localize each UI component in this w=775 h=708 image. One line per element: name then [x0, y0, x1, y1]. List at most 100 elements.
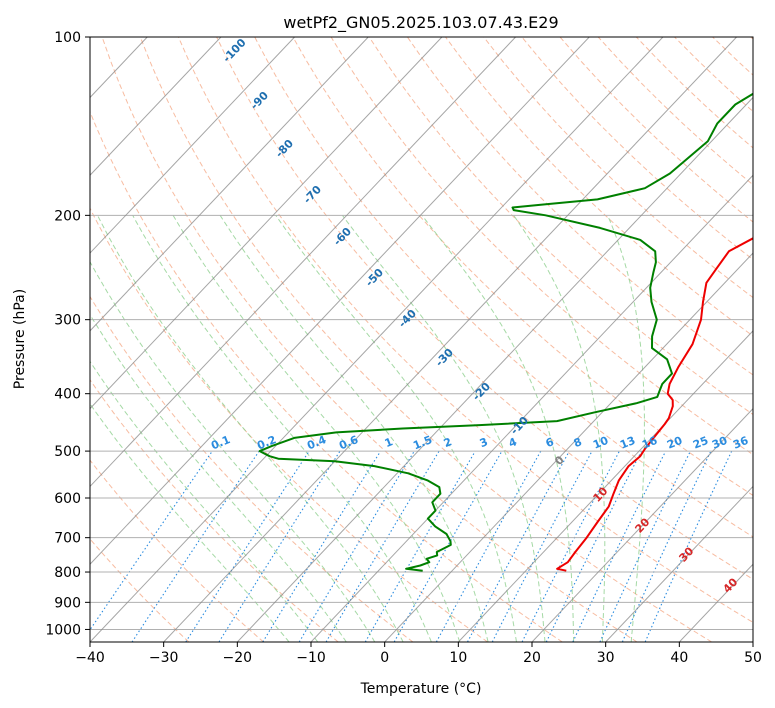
- isotherm-line: [310, 174, 753, 642]
- mixing-ratio-line: [467, 450, 570, 642]
- isotherm-label: -10: [508, 414, 531, 438]
- mixing-ratio-label: 8: [572, 435, 584, 450]
- mixing-ratio-line: [545, 450, 642, 642]
- x-axis: −40 −30 −20 −10 0 10 20 30 40 50: [75, 642, 762, 666]
- temperature-profile: [556, 237, 753, 572]
- x-tick-label: −40: [75, 650, 105, 666]
- dry-adiabat: [90, 207, 488, 642]
- mixing-ratio-line: [218, 450, 341, 642]
- x-tick-label: 0: [380, 650, 389, 666]
- mixing-ratio-label: 36: [731, 434, 750, 452]
- dry-adiabat: [101, 37, 638, 642]
- isotherm-label: -20: [470, 380, 493, 404]
- x-tick-label: −30: [149, 650, 179, 666]
- x-tick-label: 20: [523, 650, 541, 666]
- dry-adiabat: [559, 37, 753, 223]
- mixing-ratio-label: 0.6: [337, 433, 360, 452]
- x-tick-label: 50: [744, 650, 762, 666]
- moist-adiabat: [607, 215, 645, 642]
- mixing-ratio-label: 3: [478, 435, 490, 450]
- isotherm-line: [90, 37, 369, 332]
- mixing-ratio-line: [185, 450, 310, 642]
- isotherms: [90, 37, 753, 642]
- moist-adiabat: [132, 215, 432, 642]
- pressure-gridlines: [90, 37, 753, 630]
- isotherm-label: -30: [433, 346, 456, 370]
- mixing-ratio-line: [435, 450, 542, 642]
- mixing-ratio-label: 16: [640, 434, 659, 452]
- y-tick-label: 500: [54, 444, 81, 460]
- x-tick-label: −10: [296, 650, 326, 666]
- moist-adiabat: [90, 313, 347, 642]
- isotherm-label: 40: [720, 575, 740, 595]
- x-tick-label: 40: [670, 650, 688, 666]
- isotherm-label: 10: [590, 484, 610, 504]
- isotherm-line: [457, 330, 753, 642]
- y-axis: 1000 900 800 700 600 500 400 300 200 100: [45, 30, 90, 638]
- dry-adiabat: [216, 37, 753, 580]
- y-tick-label: 800: [54, 565, 81, 581]
- dry-adiabat: [712, 37, 753, 76]
- moist-adiabat: [421, 214, 575, 642]
- mixing-ratio-label: 10: [591, 434, 610, 452]
- mixing-ratio-label: 2: [442, 435, 454, 450]
- plot-frame: [89, 36, 754, 643]
- y-tick-label: 1000: [45, 622, 81, 638]
- mixing-ratio-label: 25: [691, 434, 710, 452]
- dry-adiabat: [521, 37, 753, 261]
- x-tick-label: −20: [223, 650, 253, 666]
- isotherm-line: [605, 485, 753, 642]
- mixing-ratio-label: 6: [544, 435, 556, 450]
- isotherm-label: -90: [248, 89, 271, 113]
- isotherm-line: [531, 407, 753, 642]
- isotherm-label: -40: [396, 307, 419, 331]
- dry-adiabat: [90, 295, 414, 642]
- mixing-ratio-label: 1.5: [411, 433, 434, 452]
- dry-adiabat: [368, 37, 753, 416]
- dry-adiabat: [292, 37, 753, 496]
- moist-adiabat: [275, 215, 517, 642]
- isotherm-line: [163, 37, 737, 642]
- isotherm-line: [90, 37, 664, 642]
- mixing-ratio-label: 1: [383, 435, 395, 450]
- mixing-ratio-label: 30: [710, 434, 729, 452]
- dry-adiabat: [406, 37, 753, 376]
- sounding-series: [258, 92, 753, 572]
- dry-adiabat: [90, 538, 190, 642]
- dry-adiabat: [445, 37, 753, 337]
- moist-adiabat: [90, 260, 376, 642]
- dry-adiabat: [139, 37, 712, 642]
- y-tick-label: 900: [54, 595, 81, 611]
- isotherm-label: -80: [273, 137, 296, 161]
- x-axis-title: Temperature (°C): [360, 681, 482, 697]
- y-tick-label: 700: [54, 531, 81, 547]
- dry-adiabat: [254, 37, 753, 538]
- dry-adiabat: [635, 37, 753, 149]
- y-tick-label: 600: [54, 491, 81, 507]
- moist-adiabats: [90, 214, 645, 642]
- mixing-ratio-label: 0.1: [209, 433, 232, 452]
- x-tick-label: 30: [597, 650, 615, 666]
- dewpoint-profile: [258, 92, 753, 572]
- y-axis-title: Pressure (hPa): [12, 289, 28, 389]
- dry-adiabat: [90, 459, 264, 642]
- dry-adiabats: [90, 37, 753, 642]
- moist-adiabat: [172, 215, 461, 642]
- plot-area: -100-90-80-70-60-50-40-30-20-10010203040…: [90, 37, 753, 642]
- isotherm-line: [90, 37, 516, 488]
- dry-adiabat: [483, 37, 753, 299]
- mixing-ratio-label: 13: [618, 434, 637, 452]
- isotherm-label: -50: [363, 266, 386, 290]
- mixing-ratio-line: [131, 450, 260, 642]
- isotherm-label: -70: [301, 183, 324, 207]
- moist-adiabat: [97, 215, 404, 642]
- mixing-ratio-line: [262, 450, 382, 642]
- isotherm-line: [90, 37, 443, 410]
- isotherm-line: [752, 641, 753, 642]
- mixing-ratio-label: 0.2: [255, 433, 278, 452]
- mixing-ratio-line: [90, 450, 213, 631]
- dry-adiabat: [90, 378, 339, 642]
- dry-adiabat: [90, 110, 563, 642]
- moist-adiabat: [341, 215, 546, 642]
